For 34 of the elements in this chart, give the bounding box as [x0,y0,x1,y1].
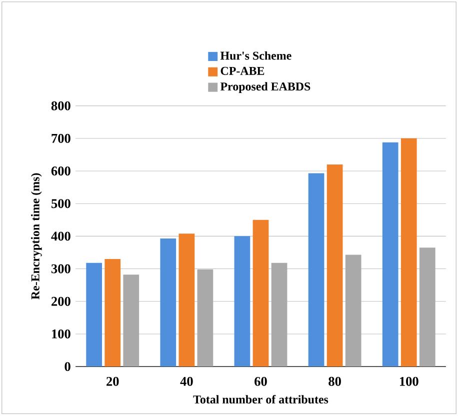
y-tick-label: 0 [64,362,70,372]
bar [104,259,121,367]
legend-label: CP-ABE [220,67,264,76]
bar [400,138,417,367]
x-axis-title: Total number of attributes [193,395,328,404]
x-tick-label: 40 [180,377,193,386]
y-tick-label: 700 [52,134,70,144]
bar [178,234,195,367]
bar [160,238,176,367]
y-tick-label: 400 [51,232,70,241]
bar [234,236,250,367]
bar [271,263,288,367]
x-tick-label: 100 [400,377,418,386]
bar [345,254,362,367]
legend-label: Hur's Scheme [220,51,292,60]
bar [308,173,324,367]
y-tick-label: 300 [51,264,70,274]
legend-label: Proposed EABDS [220,82,310,94]
y-tick-label: 800 [51,101,70,110]
y-tick-label: 100 [52,330,70,339]
bar [326,164,343,367]
y-tick-label: 500 [52,199,70,208]
bar [252,220,269,367]
bar [123,274,140,367]
bar [86,263,102,367]
bar [382,142,398,367]
x-tick-label: 60 [254,377,267,386]
x-tick-label: 80 [328,377,341,386]
y-tick-label: 600 [51,166,70,176]
bar [419,248,436,367]
y-tick-label: 200 [52,297,70,306]
x-tick-label: 20 [106,377,119,386]
y-axis-title: Re-Encryption time (ms) [30,173,42,300]
bar [197,270,214,367]
